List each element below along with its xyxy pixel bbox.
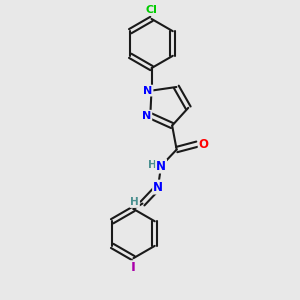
Text: H: H xyxy=(130,197,139,207)
Text: O: O xyxy=(199,138,208,151)
Text: N: N xyxy=(156,160,166,172)
Text: N: N xyxy=(143,85,152,96)
Text: H: H xyxy=(148,160,157,170)
Text: N: N xyxy=(142,111,151,121)
Text: I: I xyxy=(131,261,136,274)
Text: N: N xyxy=(153,181,163,194)
Text: Cl: Cl xyxy=(146,5,158,15)
